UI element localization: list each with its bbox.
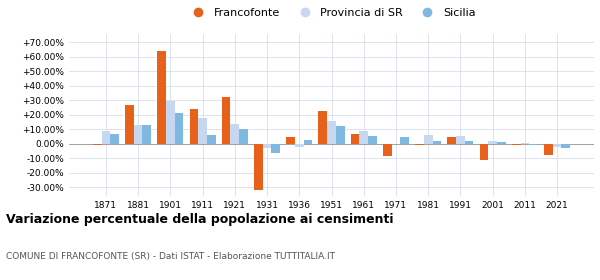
Bar — [190, 109, 198, 144]
Bar — [175, 113, 184, 144]
Bar — [368, 136, 377, 144]
Bar — [544, 144, 553, 155]
Bar — [400, 137, 409, 144]
Bar — [230, 124, 239, 144]
Text: COMUNE DI FRANCOFONTE (SR) - Dati ISTAT - Elaborazione TUTTITALIA.IT: COMUNE DI FRANCOFONTE (SR) - Dati ISTAT … — [6, 252, 335, 261]
Bar — [319, 111, 327, 144]
Bar — [521, 143, 529, 144]
Text: Variazione percentuale della popolazione ai censimenti: Variazione percentuale della popolazione… — [6, 213, 394, 226]
Bar — [424, 135, 433, 144]
Bar — [254, 144, 263, 190]
Bar — [207, 135, 215, 144]
Bar — [327, 121, 336, 144]
Bar — [304, 140, 313, 144]
Bar — [448, 137, 456, 144]
Bar — [415, 144, 424, 145]
Bar — [350, 134, 359, 144]
Bar — [497, 142, 506, 144]
Bar — [125, 105, 134, 144]
Legend: Francofonte, Provincia di SR, Sicilia: Francofonte, Provincia di SR, Sicilia — [183, 3, 480, 22]
Bar — [110, 134, 119, 144]
Bar — [456, 136, 465, 144]
Bar — [488, 141, 497, 144]
Bar — [222, 97, 230, 144]
Bar — [263, 144, 271, 148]
Bar — [465, 141, 473, 144]
Bar — [166, 101, 175, 144]
Bar — [239, 129, 248, 144]
Bar — [134, 125, 142, 144]
Bar — [271, 144, 280, 153]
Bar — [383, 144, 392, 156]
Bar — [198, 118, 207, 144]
Bar — [142, 125, 151, 144]
Bar — [286, 137, 295, 144]
Bar — [295, 144, 304, 147]
Bar — [336, 126, 344, 144]
Bar — [479, 144, 488, 160]
Bar — [553, 144, 562, 147]
Bar — [562, 144, 570, 148]
Bar — [433, 141, 441, 144]
Bar — [101, 131, 110, 144]
Bar — [157, 51, 166, 144]
Bar — [359, 132, 368, 144]
